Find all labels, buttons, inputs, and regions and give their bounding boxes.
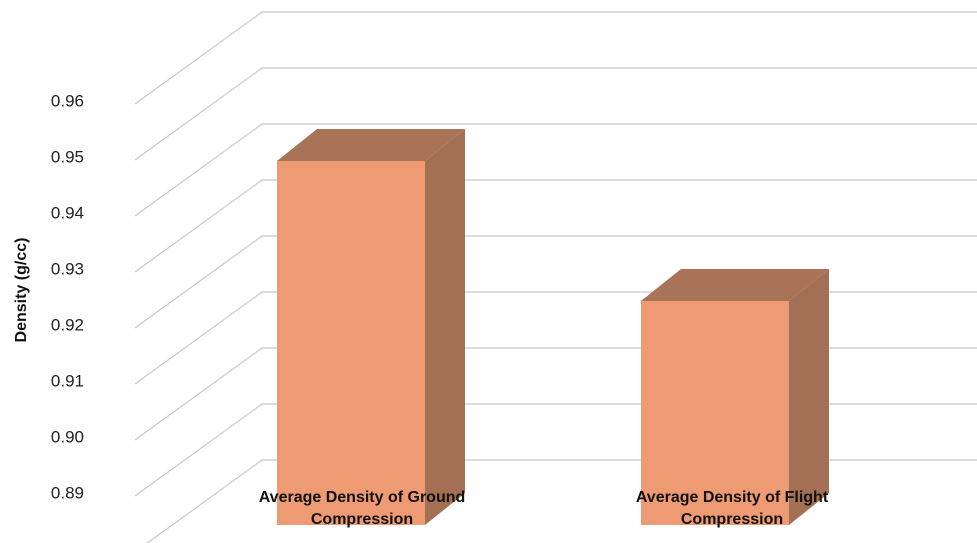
x-category-label: Average Density of Flight Compression: [636, 489, 829, 528]
chart-grid: [134, 11, 977, 543]
side-gridline: [134, 403, 263, 497]
side-gridline: [134, 67, 263, 161]
y-tick-label: 0.91: [51, 371, 84, 390]
y-axis-ticks: 0.88 0.89 0.90 0.91 0.92 0.93 0.94 0.95 0.96: [51, 91, 84, 543]
bar: [641, 269, 829, 525]
y-tick-label: 0.88: [51, 539, 84, 543]
bar-front-face: [641, 301, 789, 525]
x-axis-category-labels: Average Density of Ground Compression Aver…: [259, 489, 829, 528]
y-tick-label: 0.96: [51, 91, 84, 110]
bar-front-face: [277, 161, 425, 525]
bar: [277, 129, 465, 525]
bar-side-face: [425, 129, 465, 525]
y-tick-label: 0.93: [51, 259, 84, 278]
bar-top-face: [277, 129, 465, 161]
y-tick-label: 0.92: [51, 315, 84, 334]
side-gridline: [134, 11, 263, 105]
bar-side-face: [789, 269, 829, 525]
bar-top-face: [641, 269, 829, 301]
x-category-label: Average Density of Ground Compression: [259, 489, 466, 528]
y-axis-label: Density (g/cc): [13, 238, 30, 343]
side-gridline: [134, 347, 263, 441]
chart-bars: [277, 129, 829, 525]
side-gridline: [134, 123, 263, 217]
side-gridline: [134, 291, 263, 385]
y-tick-label: 0.94: [51, 203, 84, 222]
y-tick-label: 0.95: [51, 147, 84, 166]
y-tick-label: 0.90: [51, 427, 84, 446]
side-gridline: [134, 235, 263, 329]
y-tick-label: 0.89: [51, 483, 84, 502]
side-gridline: [146, 459, 263, 543]
side-gridline: [134, 179, 263, 273]
